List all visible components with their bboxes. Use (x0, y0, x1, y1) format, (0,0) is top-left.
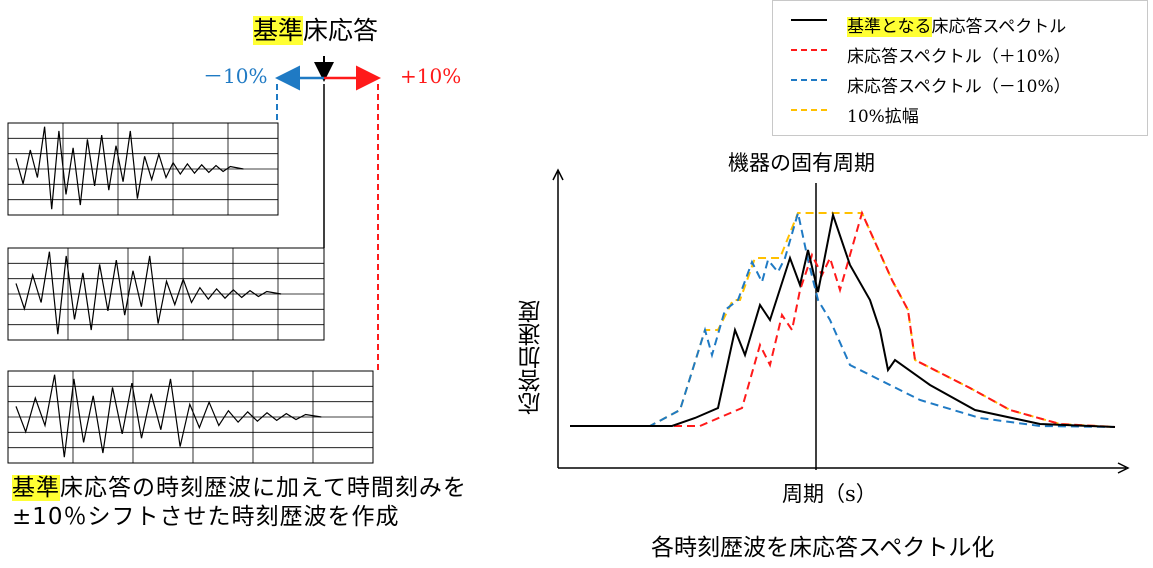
legend-item-minus: 床応答スペクトル（－10%） (773, 69, 1147, 97)
plus-shift-label: +10% (400, 64, 462, 88)
legend-label-minus: 床応答スペクトル（－10%） (847, 77, 1071, 97)
legend-label-widened: 10%拡幅 (847, 107, 919, 127)
legend-label-reference: 基準となる床応答スペクトル (847, 12, 1066, 37)
waveform-trace (15, 374, 322, 458)
reference-response-title: 基準床応答 (253, 16, 379, 45)
waveform-minus-10pct (7, 122, 279, 216)
legend-label-highlight: 基準となる (847, 17, 932, 37)
right-caption: 各時刻歴波を床応答スペクトル化 (651, 535, 995, 561)
legend-item-widened: 10%拡幅 (773, 99, 1147, 127)
spectrum-plus-10pct (570, 210, 1116, 428)
time-history-waveforms (7, 122, 374, 464)
time-shift-arrows (275, 56, 381, 370)
legend-swatch-orange (791, 109, 827, 111)
caption-rest: 床応答の時刻歴波に加えて時間刻みを±10％シフトさせた時刻歴波を作成 (12, 475, 467, 530)
legend-label-text: 床応答スペクトル (931, 17, 1067, 37)
spectrum-reference (570, 211, 1116, 428)
minus-shift-label: －10% (203, 64, 268, 88)
waveform-plus-10pct (7, 370, 374, 464)
waveform-trace (15, 126, 244, 210)
title-rest: 床応答 (303, 16, 379, 45)
title-highlight: 基準 (253, 16, 304, 45)
left-caption: 基準床応答の時刻歴波に加えて時間刻みを±10％シフトさせた時刻歴波を作成 (12, 474, 512, 532)
legend-swatch-red (791, 49, 827, 51)
legend-item-plus: 床応答スペクトル（＋10%） (773, 39, 1147, 67)
waveform-reference (7, 247, 325, 341)
legend-item-reference: 基準となる床応答スペクトル (773, 9, 1147, 37)
waveform-trace (15, 251, 282, 335)
legend-swatch-solid (791, 19, 827, 21)
response-spectrum-chart (552, 168, 1130, 474)
spectrum-minus-10pct (570, 212, 1116, 428)
legend: 基準となる床応答スペクトル 床応答スペクトル（＋10%） 床応答スペクトル（－1… (772, 0, 1148, 136)
caption-highlight: 基準 (12, 475, 60, 501)
natural-period-label: 機器の固有周期 (728, 151, 875, 175)
legend-swatch-blue (791, 79, 827, 81)
x-axis-label: 周期（s） (782, 482, 877, 506)
legend-label-plus: 床応答スペクトル（＋10%） (847, 47, 1071, 67)
y-axis-label: 応答加速度 (519, 300, 545, 415)
